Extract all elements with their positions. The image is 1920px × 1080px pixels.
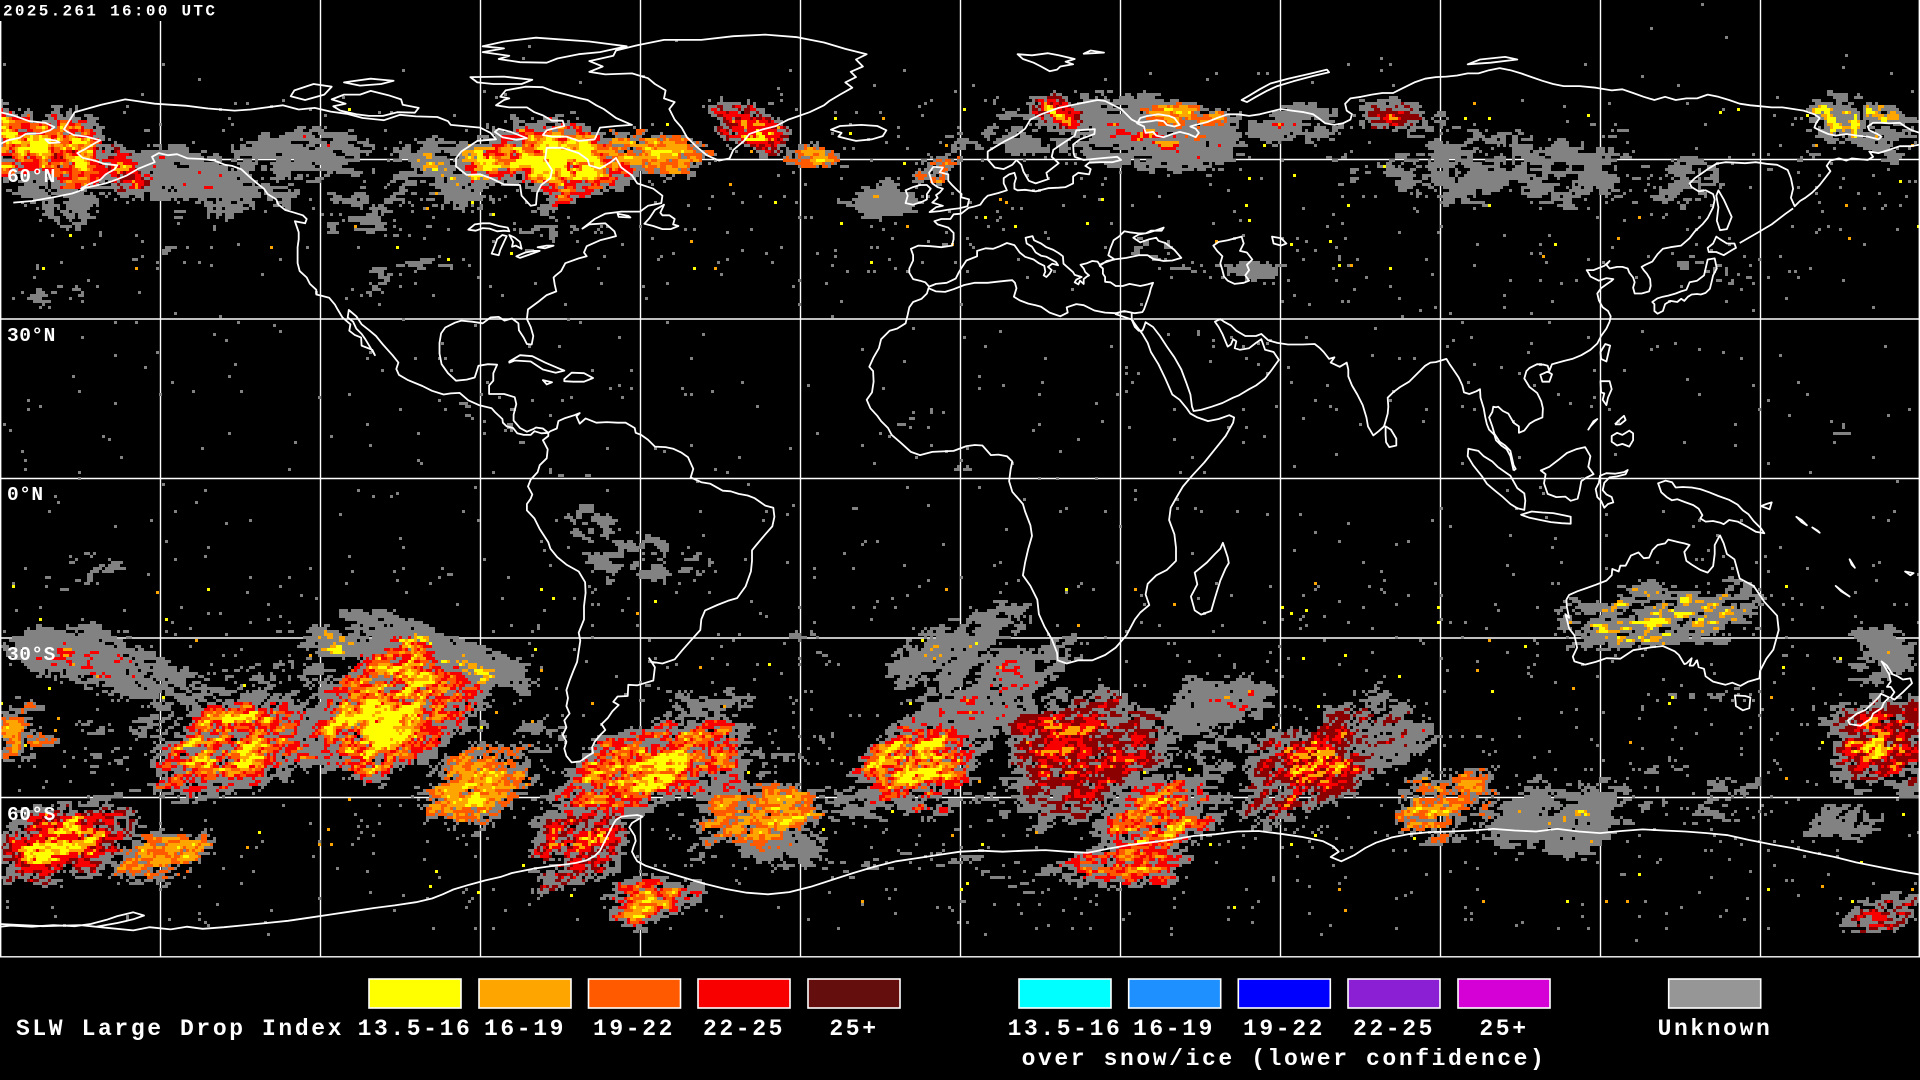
svg-text:25+: 25+ bbox=[1479, 1016, 1528, 1042]
svg-text:22-25: 22-25 bbox=[703, 1016, 785, 1042]
svg-text:22-25: 22-25 bbox=[1353, 1016, 1435, 1042]
svg-text:over snow/ice (lower confidenc: over snow/ice (lower confidence) bbox=[1022, 1046, 1547, 1072]
svg-text:60°N: 60°N bbox=[7, 166, 56, 188]
svg-text:30°N: 30°N bbox=[7, 325, 56, 347]
svg-text:13.5-16: 13.5-16 bbox=[1008, 1016, 1123, 1042]
svg-text:2025.261 16:00 UTC: 2025.261 16:00 UTC bbox=[3, 3, 217, 21]
svg-text:19-22: 19-22 bbox=[593, 1016, 675, 1042]
svg-text:0°N: 0°N bbox=[7, 484, 44, 506]
svg-text:16-19: 16-19 bbox=[484, 1016, 566, 1042]
svg-text:30°S: 30°S bbox=[7, 644, 56, 666]
svg-text:16-19: 16-19 bbox=[1133, 1016, 1215, 1042]
svg-text:19-22: 19-22 bbox=[1243, 1016, 1325, 1042]
svg-text:25+: 25+ bbox=[829, 1016, 878, 1042]
svg-text:Unknown: Unknown bbox=[1658, 1016, 1773, 1042]
svg-text:SLW Large Drop Index: SLW Large Drop Index bbox=[16, 1016, 344, 1042]
svg-text:60°S: 60°S bbox=[7, 804, 56, 826]
svg-text:13.5-16: 13.5-16 bbox=[358, 1016, 473, 1042]
